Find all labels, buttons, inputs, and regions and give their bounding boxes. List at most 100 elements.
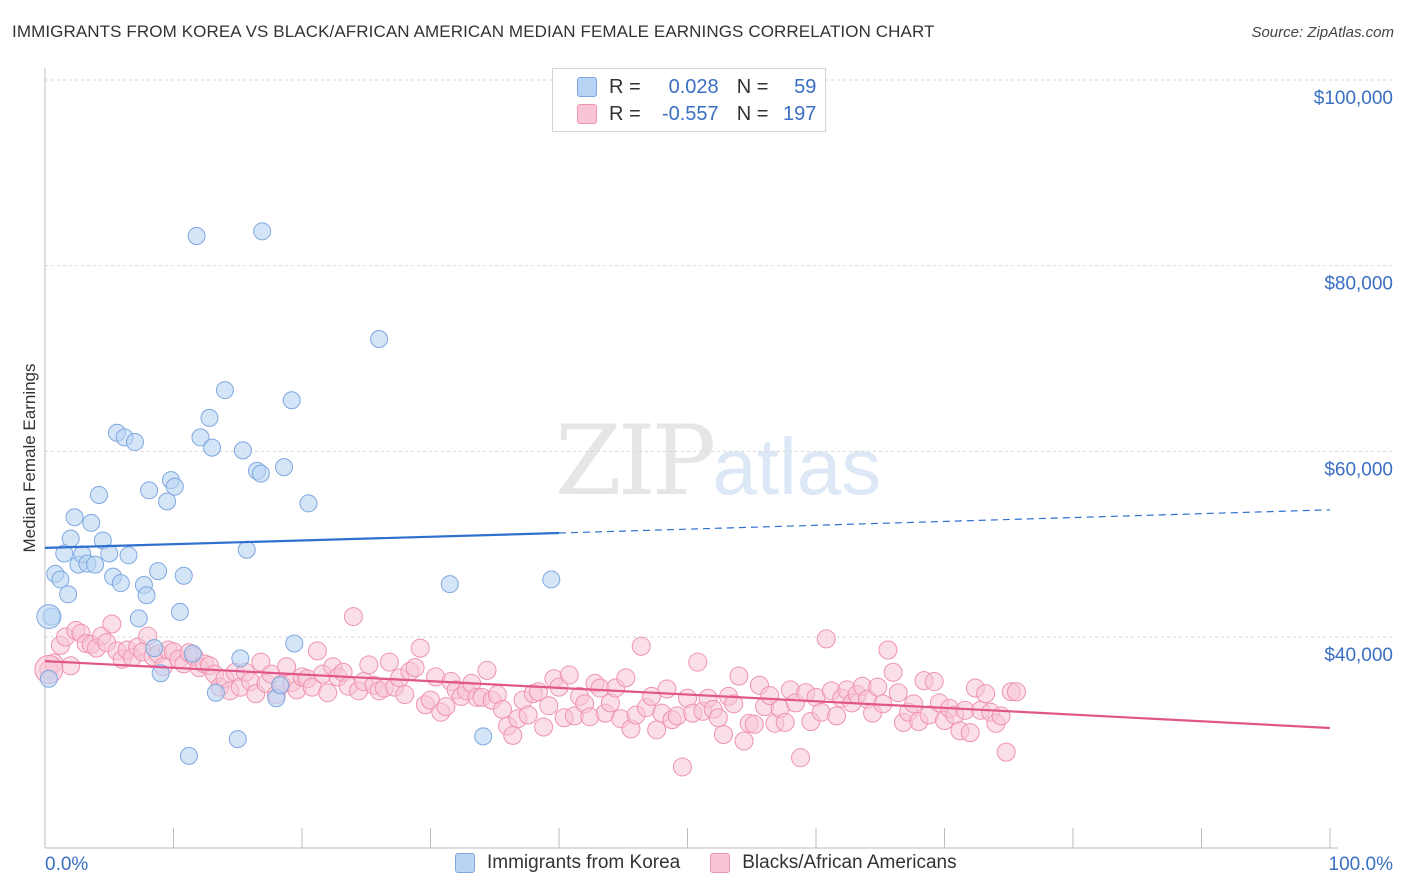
y-tick-label: $40,000	[1324, 645, 1393, 666]
point-korea	[203, 438, 222, 457]
point-blacks	[744, 714, 764, 734]
point-blacks	[729, 666, 749, 686]
point-korea	[100, 544, 119, 563]
point-korea	[170, 602, 189, 621]
point-korea	[228, 730, 247, 749]
point-korea	[151, 664, 170, 683]
point-korea	[111, 574, 130, 593]
point-blacks	[724, 694, 744, 714]
legend-swatch-blacks	[577, 104, 597, 124]
point-korea	[51, 570, 70, 589]
point-korea	[82, 513, 101, 532]
point-blacks	[539, 696, 559, 716]
point-korea	[370, 330, 389, 349]
point-korea	[174, 566, 193, 585]
point-blacks	[436, 697, 456, 717]
legend-r-value: -0.557	[661, 102, 719, 125]
point-korea	[231, 649, 250, 668]
y-tick-label: $80,000	[1324, 274, 1393, 295]
x-tick-label-min: 0.0%	[45, 854, 88, 875]
point-blacks	[395, 685, 415, 705]
legend-r-label: R =	[609, 102, 641, 125]
point-blacks	[647, 720, 667, 740]
point-blacks	[708, 708, 728, 728]
source-credit: Source: ZipAtlas.com	[1251, 24, 1394, 41]
point-korea	[233, 441, 252, 460]
point-blacks	[477, 660, 497, 680]
point-korea	[89, 485, 108, 504]
point-blacks	[734, 731, 754, 751]
point-korea	[200, 408, 219, 427]
point-blacks	[976, 684, 996, 704]
point-korea	[299, 494, 318, 513]
point-korea	[137, 586, 156, 605]
point-korea	[271, 676, 290, 695]
watermark-atlas: atlas	[712, 422, 882, 511]
series-legend: Immigrants from Korea Blacks/African Ame…	[455, 852, 957, 874]
series-korea-points	[36, 222, 561, 765]
legend-label-blacks: Blacks/African Americans	[742, 852, 957, 873]
legend-n-label: N =	[736, 102, 769, 125]
watermark-zip: ZIP	[555, 405, 716, 517]
point-korea	[179, 746, 198, 765]
point-blacks	[996, 742, 1016, 762]
point-korea	[158, 492, 177, 511]
point-blacks	[616, 668, 636, 688]
point-korea	[140, 481, 159, 500]
point-korea	[275, 458, 294, 477]
point-blacks	[405, 658, 425, 678]
point-blacks	[713, 724, 733, 744]
axes	[44, 68, 1338, 849]
point-blacks	[343, 607, 363, 627]
correlation-legend: R = 0.028 N = 59 R = -0.557 N = 197	[552, 68, 826, 132]
trend-lines	[44, 509, 1331, 730]
point-korea	[282, 391, 301, 410]
point-blacks	[318, 683, 338, 703]
point-blacks	[816, 629, 836, 649]
legend-swatch-blacks	[710, 853, 731, 873]
point-korea	[55, 544, 74, 563]
point-blacks	[688, 652, 708, 672]
point-blacks	[924, 672, 944, 692]
point-blacks	[775, 712, 795, 732]
point-blacks	[559, 665, 579, 685]
legend-n-value: 59	[794, 75, 817, 98]
point-korea	[215, 381, 234, 400]
legend-swatch-korea	[455, 853, 475, 873]
point-blacks	[791, 748, 811, 768]
x-tick-label-max: 100.0%	[1329, 854, 1394, 875]
point-blacks	[410, 638, 430, 658]
chart-title: IMMIGRANTS FROM KOREA VS BLACK/AFRICAN A…	[12, 22, 935, 41]
point-korea	[86, 555, 105, 574]
point-blacks	[878, 640, 898, 660]
legend-label-korea: Immigrants from Korea	[487, 852, 681, 873]
point-blacks	[960, 723, 980, 743]
point-blacks	[251, 652, 271, 672]
point-blacks	[1006, 682, 1026, 702]
point-korea	[285, 634, 304, 653]
point-blacks	[672, 757, 692, 777]
trend-line-blacks	[44, 660, 1331, 730]
point-blacks	[61, 656, 81, 676]
point-korea	[183, 644, 202, 663]
point-korea	[191, 428, 210, 447]
point-korea-large	[36, 604, 62, 630]
point-blacks	[667, 706, 687, 726]
trend-line-korea-extension	[558, 509, 1331, 534]
point-korea	[145, 639, 164, 658]
point-blacks	[904, 694, 924, 714]
point-korea	[119, 546, 138, 565]
watermark: ZIPatlas	[555, 405, 881, 517]
point-korea	[253, 222, 272, 241]
point-korea	[237, 540, 256, 559]
point-korea	[39, 669, 58, 688]
point-blacks	[631, 636, 651, 656]
point-blacks	[868, 677, 888, 697]
y-tick-label: $60,000	[1324, 459, 1393, 480]
legend-r-value: 0.028	[668, 75, 719, 98]
point-blacks	[518, 705, 538, 725]
point-blacks	[307, 641, 327, 661]
point-korea	[165, 477, 184, 496]
point-korea	[59, 585, 78, 604]
